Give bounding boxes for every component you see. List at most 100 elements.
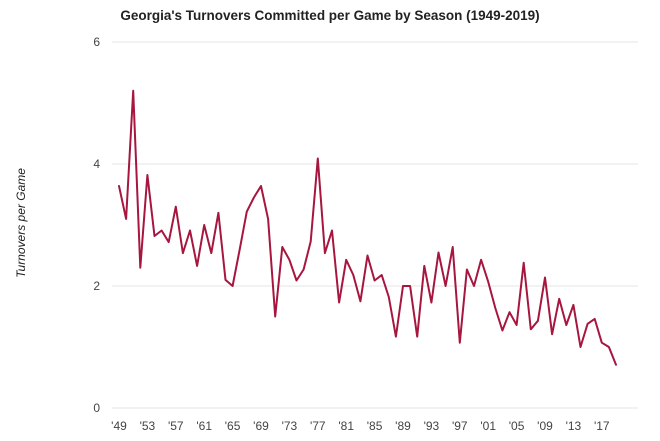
x-tick-label: '77: [310, 419, 326, 433]
x-tick-label: '17: [594, 419, 610, 433]
data-point: [350, 272, 356, 278]
data-point: [223, 277, 229, 283]
data-point: [478, 257, 484, 263]
x-axis-ticks: '49 '53 '57 '61 '65 '69 '73 '77 '81 '85 '89 '93 '97 '…: [111, 419, 610, 433]
y-axis-title: Turnovers per Game: [14, 168, 28, 278]
data-point: [507, 309, 513, 315]
data-point: [272, 314, 278, 320]
x-tick-label: '13: [566, 419, 582, 433]
data-point: [315, 156, 321, 162]
y-tick-label: 4: [93, 157, 100, 171]
data-point: [336, 299, 342, 305]
data-point: [492, 305, 498, 311]
data-point: [123, 216, 129, 222]
chart-title: Georgia's Turnovers Committed per Game b…: [120, 8, 540, 23]
data-point: [549, 331, 555, 337]
x-tick-label: '69: [253, 419, 269, 433]
data-point: [450, 244, 456, 250]
data-point: [556, 296, 562, 302]
data-point: [521, 260, 527, 266]
data-point: [152, 233, 158, 239]
data-point: [563, 322, 569, 328]
data-point: [265, 216, 271, 222]
data-point: [329, 227, 335, 233]
x-tick-label: '93: [424, 419, 440, 433]
data-point: [414, 334, 420, 340]
data-point: [194, 263, 200, 269]
data-point: [400, 283, 406, 289]
data-point: [208, 250, 214, 256]
data-point: [386, 294, 392, 300]
data-point: [542, 274, 548, 280]
data-point: [592, 316, 598, 322]
data-point: [215, 210, 221, 216]
x-tick-label: '53: [140, 419, 156, 433]
gridlines: [112, 41, 638, 409]
x-tick-label: '57: [168, 419, 184, 433]
data-point: [308, 238, 314, 244]
data-point: [372, 278, 378, 284]
y-tick-label: 6: [93, 35, 100, 49]
data-point: [144, 172, 150, 178]
y-axis-ticks: 0 2 4 6: [93, 35, 100, 415]
data-point: [365, 253, 371, 259]
data-point: [421, 263, 427, 269]
x-tick-label: '81: [338, 419, 354, 433]
x-tick-label: '85: [367, 419, 383, 433]
series-line: [118, 89, 617, 366]
data-point: [137, 265, 143, 271]
series-layer: [116, 88, 619, 368]
x-tick-label: '89: [395, 419, 411, 433]
data-point: [407, 283, 413, 289]
y-tick-label: 0: [93, 401, 100, 415]
data-point: [166, 239, 172, 245]
data-point: [464, 267, 470, 273]
data-point: [322, 250, 328, 256]
data-point: [130, 88, 136, 94]
data-point: [485, 279, 491, 285]
x-tick-label: '65: [225, 419, 241, 433]
data-point: [251, 195, 257, 201]
data-point: [357, 298, 363, 304]
data-point: [301, 267, 307, 273]
data-point: [286, 257, 292, 263]
x-tick-label: '05: [509, 419, 525, 433]
data-point: [578, 344, 584, 350]
data-point: [180, 250, 186, 256]
data-point: [457, 340, 463, 346]
data-point: [173, 204, 179, 210]
data-point: [343, 257, 349, 263]
data-point: [535, 318, 541, 324]
x-tick-label: '09: [537, 419, 553, 433]
x-tick-label: '73: [282, 419, 298, 433]
data-point: [237, 246, 243, 252]
data-point: [606, 344, 612, 350]
x-tick-label: '49: [111, 419, 127, 433]
data-point: [499, 328, 505, 334]
data-point: [514, 322, 520, 328]
data-point: [528, 326, 534, 332]
data-point: [585, 321, 591, 327]
y-tick-label: 2: [93, 279, 100, 293]
data-point: [599, 340, 605, 346]
data-point: [436, 249, 442, 255]
data-point: [613, 362, 619, 368]
data-point: [159, 227, 165, 233]
x-tick-label: '97: [452, 419, 468, 433]
x-tick-label: '61: [196, 419, 212, 433]
data-point: [393, 334, 399, 340]
data-point: [471, 283, 477, 289]
x-tick-label: '01: [480, 419, 496, 433]
data-point: [443, 283, 449, 289]
data-point: [279, 244, 285, 250]
data-point: [244, 209, 250, 215]
data-point: [294, 278, 300, 284]
data-point: [570, 302, 576, 308]
data-point: [230, 283, 236, 289]
data-point: [258, 183, 264, 189]
data-point: [201, 222, 207, 228]
data-point: [116, 183, 122, 189]
data-point: [379, 272, 385, 278]
data-point: [428, 299, 434, 305]
